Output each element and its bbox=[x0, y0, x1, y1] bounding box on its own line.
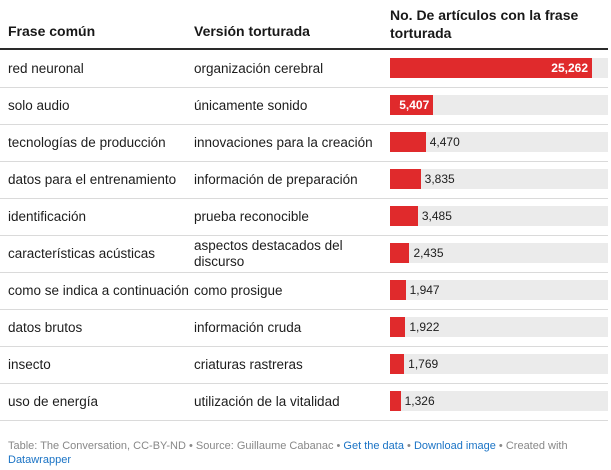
column-header-article-count: No. De artículos con la frase torturada bbox=[390, 7, 579, 41]
common-phrase-cell: solo audio bbox=[8, 98, 70, 113]
bar-track: 1,947 bbox=[390, 280, 608, 300]
tortured-version-cell: innovaciones para la creación bbox=[194, 135, 373, 150]
value-label: 25,262 bbox=[551, 61, 588, 75]
footer-separator: • bbox=[403, 440, 414, 452]
table-row: datos brutos información cruda 1,922 bbox=[0, 309, 608, 347]
value-bar bbox=[390, 354, 405, 374]
value-label: 4,470 bbox=[429, 135, 460, 149]
column-header-common-phrase: Frase común bbox=[8, 23, 96, 39]
tortured-version-cell: información cruda bbox=[194, 320, 302, 335]
value-bar bbox=[390, 280, 406, 300]
value-bar bbox=[390, 243, 410, 263]
bar-track: 25,262 bbox=[390, 58, 608, 78]
footer-source: Table: The Conversation, CC-BY-ND • Sour… bbox=[8, 440, 344, 452]
chart-footer: Table: The Conversation, CC-BY-ND • Sour… bbox=[8, 439, 598, 467]
common-phrase-cell: como se indica a continuación bbox=[8, 283, 189, 298]
common-phrase-cell: red neuronal bbox=[8, 61, 84, 76]
tortured-version-cell: utilización de la vitalidad bbox=[194, 394, 340, 409]
value-bar bbox=[390, 95, 434, 115]
common-phrase-cell: tecnologías de producción bbox=[8, 135, 166, 150]
value-label: 1,947 bbox=[409, 283, 440, 297]
bar-track: 1,922 bbox=[390, 317, 608, 337]
common-phrase-cell: características acústicas bbox=[8, 246, 156, 261]
table-row: como se indica a continuación como prosig… bbox=[0, 272, 608, 310]
tortured-version-cell: información de preparación bbox=[194, 172, 358, 187]
tortured-version-cell: prueba reconocible bbox=[194, 209, 309, 224]
datawrapper-link[interactable]: Datawrapper bbox=[8, 454, 71, 466]
table-row: red neuronal organización cerebral 25,262 bbox=[0, 50, 608, 88]
tortured-version-cell: únicamente sonido bbox=[194, 98, 308, 113]
value-bar bbox=[390, 58, 592, 78]
value-bar bbox=[390, 317, 406, 337]
bar-track: 1,769 bbox=[390, 354, 608, 374]
download-image-link[interactable]: Download image bbox=[413, 440, 496, 452]
table-row: datos para el entrenamiento información d… bbox=[0, 161, 608, 199]
value-label: 1,326 bbox=[404, 394, 435, 408]
value-label: 3,485 bbox=[421, 209, 452, 223]
tortured-version-cell: como prosigue bbox=[194, 283, 283, 298]
value-label: 3,835 bbox=[424, 172, 455, 186]
bar-track: 1,326 bbox=[390, 391, 608, 411]
bar-track: 3,485 bbox=[390, 206, 608, 226]
common-phrase-cell: uso de energía bbox=[8, 394, 99, 409]
bar-track: 2,435 bbox=[390, 243, 608, 263]
common-phrase-cell: identificación bbox=[8, 209, 87, 224]
common-phrase-cell: datos brutos bbox=[8, 320, 83, 335]
column-header-tortured-version: Versión torturada bbox=[194, 23, 310, 39]
header-divider bbox=[0, 48, 608, 50]
table-row: identificación prueba reconocible 3,485 bbox=[0, 198, 608, 236]
common-phrase-cell: insecto bbox=[8, 357, 51, 372]
common-phrase-cell: datos para el entrenamiento bbox=[8, 172, 177, 187]
tortured-version-cell: criaturas rastreras bbox=[194, 357, 303, 372]
value-label: 1,769 bbox=[408, 357, 439, 371]
value-label: 2,435 bbox=[413, 246, 444, 260]
get-the-data-link[interactable]: Get the data bbox=[343, 440, 404, 452]
value-bar bbox=[390, 391, 401, 411]
footer-created-with: • Created with bbox=[495, 440, 568, 452]
value-bar bbox=[390, 206, 418, 226]
bar-track: 5,407 bbox=[390, 95, 608, 115]
value-label: 1,922 bbox=[409, 320, 440, 334]
value-bar bbox=[390, 169, 421, 189]
table-row: uso de energía utilización de la vitalida… bbox=[0, 383, 608, 421]
table-row: tecnologías de producción innovaciones pa… bbox=[0, 124, 608, 162]
value-label: 5,407 bbox=[399, 98, 430, 112]
bar-track: 3,835 bbox=[390, 169, 608, 189]
tortured-version-cell: aspectos destacados del discurso bbox=[194, 238, 343, 269]
tortured-version-cell: organización cerebral bbox=[194, 61, 324, 76]
table-row: características acústicas aspectos destac… bbox=[0, 235, 608, 273]
table-row: solo audio únicamente sonido 5,407 bbox=[0, 87, 608, 125]
value-bar bbox=[390, 132, 426, 152]
table-row: insecto criaturas rastreras 1,769 bbox=[0, 346, 608, 384]
bar-track: 4,470 bbox=[390, 132, 608, 152]
